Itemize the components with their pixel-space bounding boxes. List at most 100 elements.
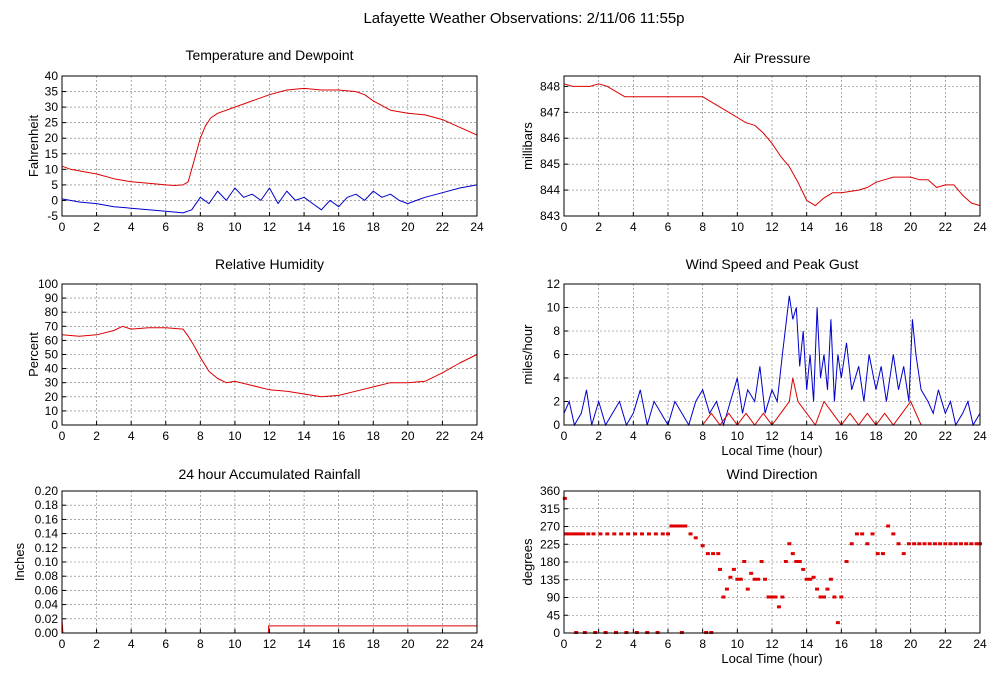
x-tick-label: 4 xyxy=(630,429,637,443)
y-tick-label: 35 xyxy=(45,85,59,99)
x-tick-label: 24 xyxy=(470,220,484,234)
y-tick-label: 360 xyxy=(540,484,560,498)
wind-direction-point xyxy=(612,532,617,536)
x-tick-label: 16 xyxy=(332,429,346,443)
y-tick-label: 30 xyxy=(45,100,59,114)
wind-direction-point xyxy=(839,595,844,599)
wind-direction-point xyxy=(742,560,747,563)
x-tick-label: 0 xyxy=(59,637,66,651)
wind-direction-point xyxy=(815,587,820,591)
wind-direction-point xyxy=(835,621,840,625)
wind-direction-point xyxy=(721,595,726,599)
y-tick-label: 50 xyxy=(45,348,59,362)
x-tick-label: 12 xyxy=(765,220,779,234)
x-tick-label: 0 xyxy=(561,220,568,234)
x-tick-label: 4 xyxy=(128,220,135,234)
wind-direction-point xyxy=(749,571,754,575)
wind-direction-point xyxy=(574,532,579,536)
wind-direction-point xyxy=(577,532,582,536)
wind-direction-point xyxy=(745,587,750,591)
y-tick-label: 10 xyxy=(45,404,59,418)
x-tick-label: 20 xyxy=(904,637,918,651)
y-tick-label: 0.04 xyxy=(35,598,59,612)
x-tick-label: 14 xyxy=(297,429,311,443)
y-tick-label: 315 xyxy=(540,502,560,516)
wind-direction-point xyxy=(865,542,870,546)
wind-direction-point xyxy=(776,605,781,609)
y-tick-label: 45 xyxy=(547,608,561,622)
wind-direction-point xyxy=(854,532,859,536)
x-tick-label: 12 xyxy=(263,220,277,234)
x-tick-label: 18 xyxy=(869,220,883,234)
wind-direction-point xyxy=(700,544,705,548)
wind-direction-point xyxy=(790,552,795,556)
x-tick-label: 20 xyxy=(904,429,918,443)
x-tick-label: 16 xyxy=(835,220,849,234)
x-tick-label: 6 xyxy=(162,220,169,234)
x-tick-label: 22 xyxy=(939,637,953,651)
wind-direction-point xyxy=(646,532,651,536)
wind-direction-point xyxy=(948,542,953,546)
y-tick-label: 6 xyxy=(553,348,560,362)
wind-direction-point xyxy=(849,542,854,546)
y-axis-label: Inches xyxy=(12,542,27,581)
wind-direction-point xyxy=(780,595,785,599)
wind-direction-point xyxy=(705,552,710,556)
wind-direction-point xyxy=(752,577,757,581)
x-tick-label: 24 xyxy=(470,429,484,443)
x-tick-label: 18 xyxy=(367,637,381,651)
wind-direction-point xyxy=(932,542,937,546)
x-tick-label: 20 xyxy=(401,429,415,443)
x-tick-label: 18 xyxy=(367,220,381,234)
wind-direction-point xyxy=(797,560,802,563)
wind-direction-point xyxy=(804,577,809,581)
y-tick-label: 0.00 xyxy=(35,626,59,640)
x-tick-label: 16 xyxy=(332,220,346,234)
y-tick-label: 846 xyxy=(540,131,560,145)
y-tick-label: 845 xyxy=(540,157,560,171)
wind-direction-point xyxy=(626,532,631,536)
x-tick-label: 10 xyxy=(228,637,242,651)
wind-direction-point xyxy=(669,524,674,528)
panel-title: Wind Speed and Peak Gust xyxy=(686,256,859,272)
y-tick-label: -5 xyxy=(47,209,58,223)
wind-direction-point xyxy=(783,560,788,563)
x-tick-label: 6 xyxy=(665,220,672,234)
x-tick-label: 10 xyxy=(731,220,745,234)
wind-direction-point xyxy=(683,524,688,528)
x-tick-label: 14 xyxy=(800,429,814,443)
wind-direction-point xyxy=(605,532,610,536)
wind-direction-point xyxy=(974,542,979,546)
wind-direction-point xyxy=(619,532,624,536)
wind-direction-point xyxy=(756,577,761,581)
x-tick-label: 0 xyxy=(561,429,568,443)
wind-direction-point xyxy=(773,595,778,599)
x-tick-label: 22 xyxy=(436,220,450,234)
wind-direction-point xyxy=(917,542,922,546)
y-tick-label: 100 xyxy=(38,277,58,291)
x-tick-label: 18 xyxy=(367,429,381,443)
wind-direction-point xyxy=(896,542,901,546)
wind-direction-point xyxy=(763,577,768,581)
y-tick-label: 0.06 xyxy=(35,583,59,597)
x-tick-label: 2 xyxy=(595,637,602,651)
y-tick-label: 844 xyxy=(540,183,560,197)
wind-direction-point xyxy=(567,532,572,536)
wind-direction-point xyxy=(875,552,880,556)
figure-title: Lafayette Weather Observations: 2/11/06 … xyxy=(363,10,684,27)
y-axis-label: Fahrenheit xyxy=(26,115,41,178)
wind-direction-point xyxy=(832,595,837,599)
y-tick-label: 10 xyxy=(547,301,561,315)
y-tick-label: 2 xyxy=(553,395,560,409)
wind-direction-point xyxy=(938,542,943,546)
wind-direction-point xyxy=(581,532,586,536)
wind-direction-point xyxy=(759,560,764,563)
wind-direction-point xyxy=(598,532,603,536)
wind-direction-point xyxy=(822,595,826,599)
x-tick-label: 10 xyxy=(228,429,242,443)
x-tick-label: 20 xyxy=(401,220,415,234)
wind-direction-point xyxy=(794,560,799,563)
